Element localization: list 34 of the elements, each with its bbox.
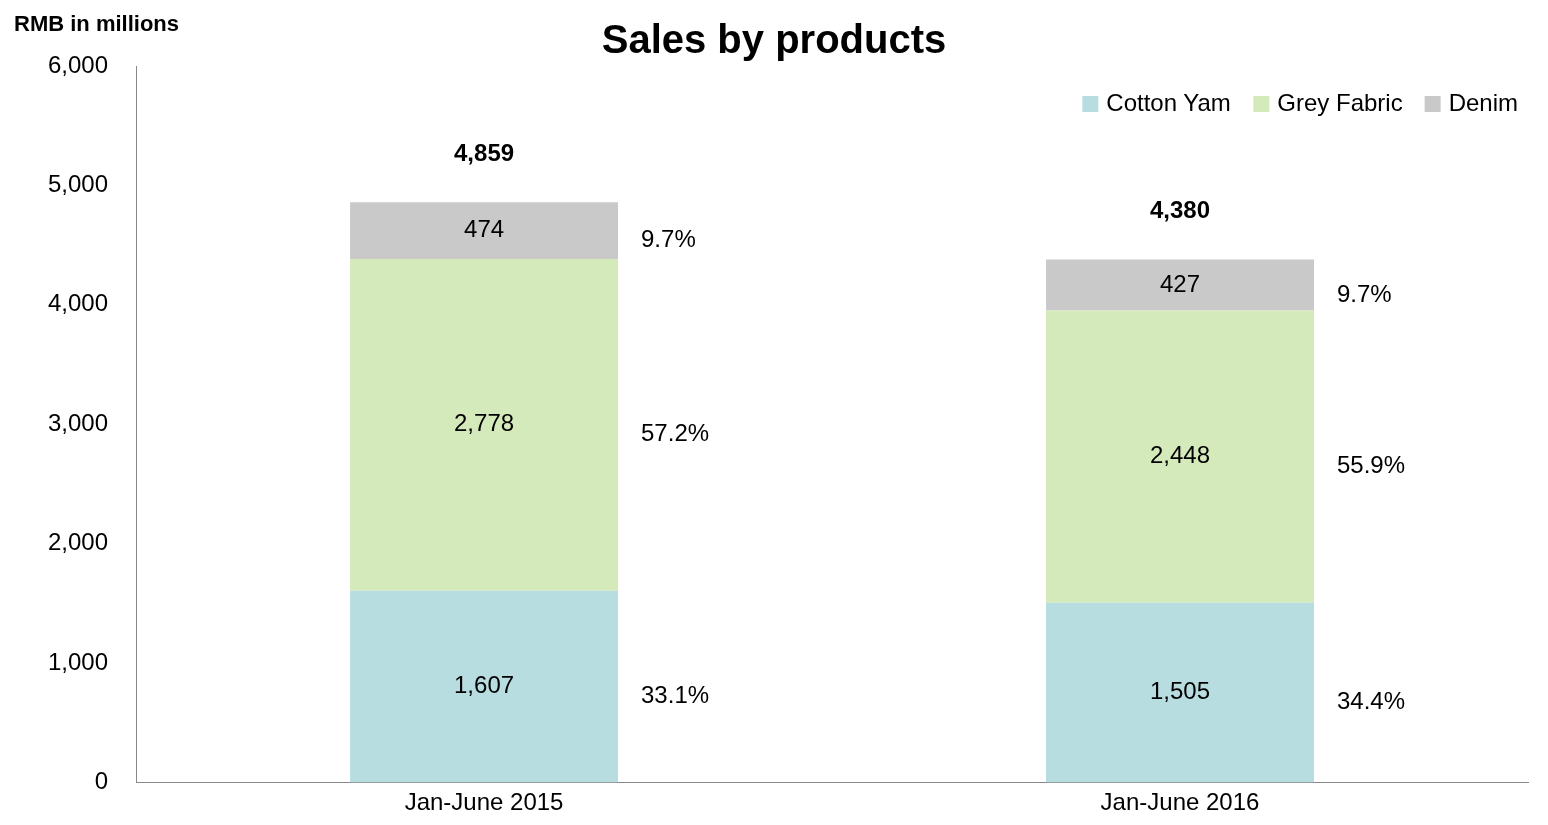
annotation: 55.9% [1336,451,1406,479]
y-tick-label: 2,000 [48,528,109,556]
bar [1046,259,1314,311]
total-label: 4,859 [454,138,515,166]
bar [1046,310,1314,603]
data-label: 427 [1159,269,1201,297]
data-label: 2,778 [454,409,515,437]
legend-label: Grey Fabric [1277,88,1403,116]
annotation: 9.7% [1336,279,1392,307]
y-tick-label: 3,000 [48,408,109,436]
x-tick-label: Jan-June 2015 [404,787,564,815]
chart-title: Sales by products [601,17,947,62]
y-axis-title: RMB in millions [14,11,179,37]
bar [350,258,619,591]
y-tick-label: 1,000 [48,647,109,675]
bar [350,202,619,259]
legend-label: Cotton Yam [1106,88,1231,116]
annotation: 57.2% [641,419,710,447]
bar [350,590,619,783]
y-tick-label: 0 [94,767,109,795]
data-label: 1,505 [1149,677,1211,705]
y-tick-label: 6,000 [48,50,109,78]
data-label: 1,607 [454,671,515,699]
annotation: 9.7% [641,225,696,253]
data-label: 2,448 [1149,441,1211,469]
annotation: 34.4% [1336,687,1406,715]
annotation: 33.1% [641,681,710,709]
y-tick-label: 4,000 [48,289,109,317]
y-tick-label: 5,000 [48,170,109,198]
data-label: 474 [464,215,505,243]
total-label: 4,380 [1149,196,1211,224]
x-tick-label: Jan-June 2016 [1100,787,1260,815]
legend-label: Denim [1448,88,1519,116]
bar [1046,602,1314,783]
